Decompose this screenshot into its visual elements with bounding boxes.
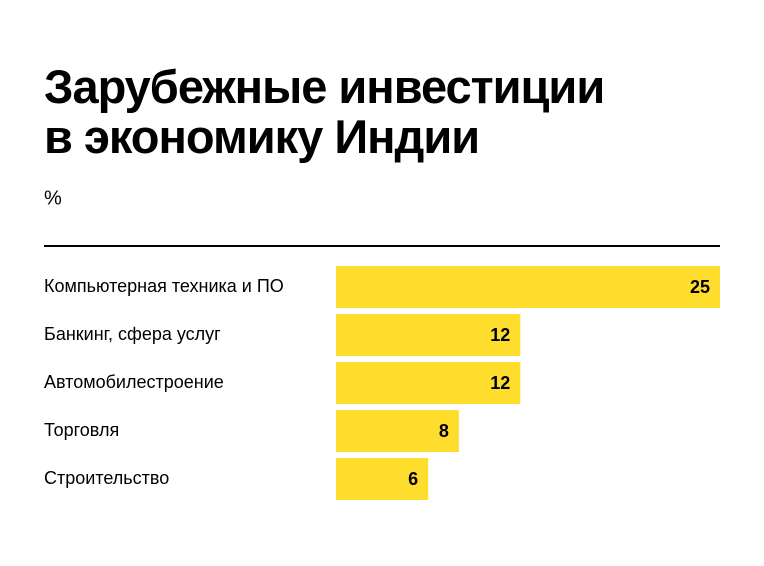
category-label: Компьютерная техника и ПО	[44, 276, 284, 296]
bar-value-label: 8	[439, 421, 449, 441]
bar	[336, 266, 720, 308]
bar-value-label: 12	[490, 373, 510, 393]
bar-value-label: 6	[408, 469, 418, 489]
bar-value-label: 12	[490, 325, 510, 345]
chart-subtitle: %	[44, 187, 62, 209]
bar	[336, 410, 459, 452]
category-label: Автомобилестроение	[44, 372, 224, 392]
category-label: Строительство	[44, 468, 169, 488]
bar	[336, 458, 429, 500]
category-label: Банкинг, сфера услуг	[44, 324, 221, 344]
bar	[336, 362, 521, 404]
bar	[336, 314, 521, 356]
chart-title: Зарубежные инвестиции в экономику Индии	[44, 60, 605, 163]
bar-value-label: 25	[690, 277, 710, 297]
category-label: Торговля	[44, 420, 119, 440]
